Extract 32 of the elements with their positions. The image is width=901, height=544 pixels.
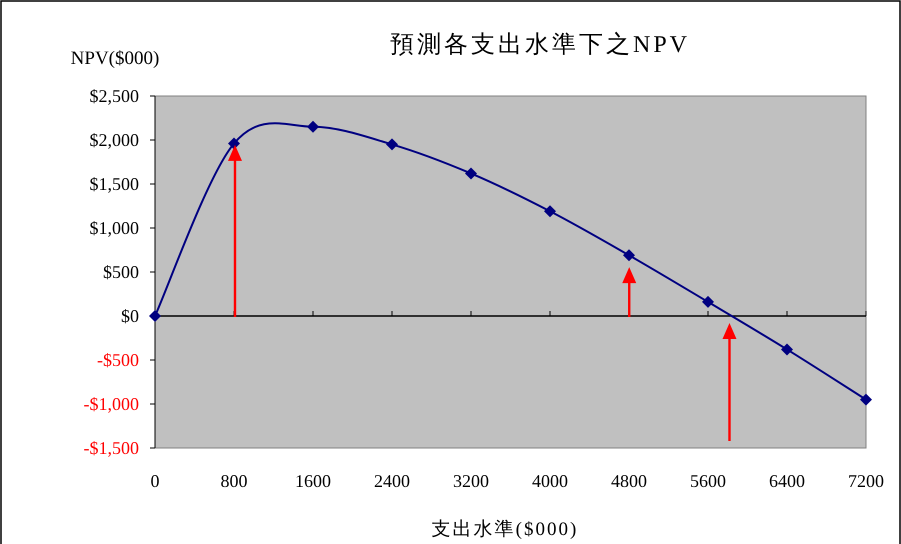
point	[386, 138, 398, 150]
y-tick-label: $1,500	[90, 174, 139, 194]
y-tick-label: $0	[121, 306, 139, 326]
point	[465, 167, 477, 180]
x-tick-label: 1600	[295, 471, 331, 491]
x-tick-label: 4800	[611, 471, 647, 491]
x-tick-label: 0	[150, 471, 160, 491]
y-tick-label: -$1,000	[84, 394, 139, 414]
point	[149, 310, 161, 322]
point	[781, 343, 793, 356]
point	[623, 249, 635, 262]
y-tick-label: $2,000	[90, 130, 139, 150]
y-tick-label: $2,500	[90, 86, 139, 106]
x-tick-label: 2400	[374, 471, 410, 491]
x-tick-label: 7200	[848, 471, 884, 491]
y-tick-label: -$500	[97, 350, 139, 370]
point	[544, 205, 556, 218]
x-axis-title: 支出水準($000)	[432, 519, 578, 540]
x-tick-label: 5600	[690, 471, 726, 491]
point	[702, 296, 714, 308]
x-tick-label: 4000	[532, 471, 568, 491]
y-tick-label: -$1,500	[84, 438, 139, 458]
y-axis-title: NPV($000)	[70, 48, 160, 69]
x-tick-label: 6400	[769, 471, 805, 491]
point	[307, 120, 319, 133]
point	[860, 394, 872, 406]
x-tick-label: 800	[220, 471, 248, 491]
point	[228, 138, 240, 150]
x-tick-label: 3200	[453, 471, 489, 491]
y-tick-label: $500	[103, 262, 139, 282]
chart-title: 預測各支出水準下之NPV	[390, 31, 690, 58]
y-tick-label: $1,000	[90, 218, 139, 238]
